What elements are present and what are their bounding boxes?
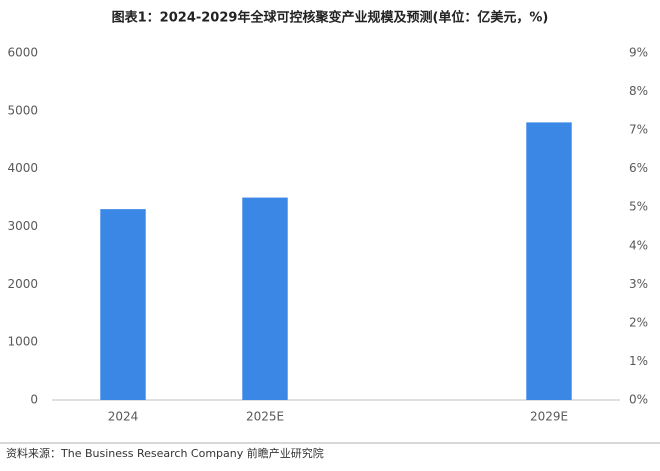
y-tick-label: 3000: [7, 219, 38, 233]
bar: [242, 197, 288, 400]
x-tick-label: 2024: [108, 410, 139, 424]
y2-tick-label: 8%: [629, 84, 648, 98]
y2-tick-label: 5%: [629, 200, 648, 214]
y-tick-label: 6000: [7, 46, 38, 60]
chart-title: 图表1：2024-2029年全球可控核聚变产业规模及预测(单位：亿美元，%): [112, 10, 549, 26]
y-tick-label: 2000: [7, 277, 38, 291]
y2-tick-label: 6%: [629, 161, 648, 175]
source: 资料来源：The Business Research Company 前瞻产业研…: [6, 446, 324, 460]
y2-tick-label: 2%: [629, 315, 648, 329]
y2-tick-label: 4%: [629, 238, 648, 252]
bar: [100, 209, 146, 400]
y-tick-label: 1000: [7, 335, 38, 349]
y-tick-label: 0: [30, 393, 38, 407]
y2-tick-label: 0%: [629, 393, 648, 407]
y2-tick-label: 9%: [629, 46, 648, 60]
y2-tick-label: 7%: [629, 123, 648, 137]
y2-tick-label: 1%: [629, 354, 648, 368]
x-tick-label: 2029E: [530, 410, 568, 424]
y2-tick-label: 3%: [629, 277, 648, 291]
x-tick-label: 2025E: [246, 410, 284, 424]
y-tick-label: 4000: [7, 161, 38, 175]
bar: [526, 122, 572, 401]
y-tick-label: 5000: [7, 103, 38, 117]
